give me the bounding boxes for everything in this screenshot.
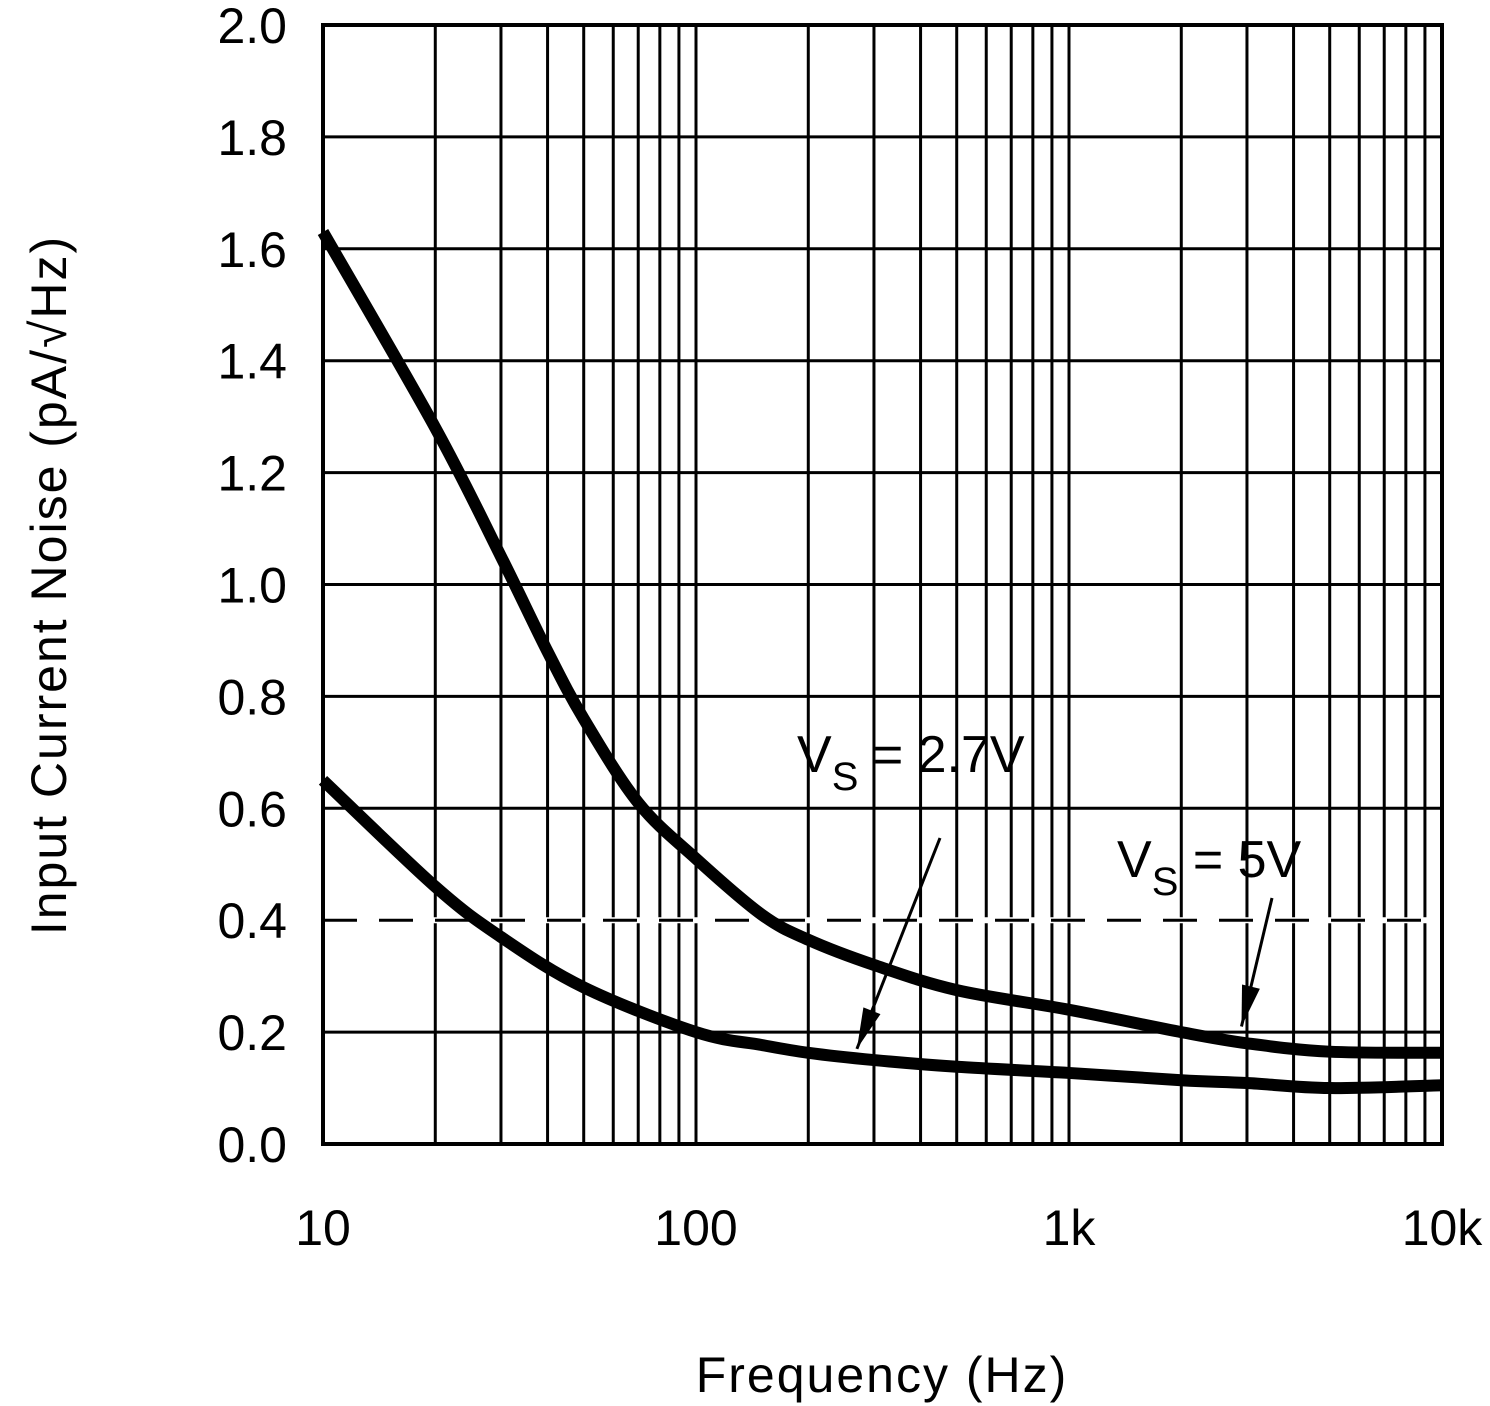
x-tick-label: 1k bbox=[1043, 1200, 1097, 1256]
y-tick-label: 2.0 bbox=[217, 0, 287, 54]
y-tick-label: 0.4 bbox=[217, 893, 287, 949]
annotation-label: VS = 5V bbox=[1117, 831, 1302, 904]
x-tick-label: 100 bbox=[654, 1200, 737, 1256]
y-tick-label: 1.2 bbox=[217, 446, 287, 502]
x-axis-label: Frequency (Hz) bbox=[696, 1347, 1069, 1403]
x-tick-label: 10k bbox=[1402, 1200, 1484, 1256]
y-tick-label: 1.4 bbox=[217, 334, 287, 390]
grid bbox=[321, 23, 1442, 1146]
annotation-label: VS = 2.7V bbox=[797, 726, 1025, 799]
plot-frame bbox=[321, 23, 1444, 1146]
x-tick-labels: 10 100 1k 10k bbox=[295, 1200, 1483, 1256]
series-line-vs-5v bbox=[317, 229, 1443, 1059]
y-axis-label: Input Current Noise (pA/√Hz) bbox=[21, 235, 77, 935]
annotation-arrowhead bbox=[1241, 984, 1260, 1027]
series-line-vs-2-7v bbox=[318, 775, 1443, 1095]
y-tick-labels: 0.0 0.2 0.4 0.6 0.8 1.0 1.2 1.4 1.6 1.8 2.0 bbox=[217, 0, 287, 1173]
plot-border bbox=[321, 23, 1444, 1146]
y-tick-label: 1.0 bbox=[217, 558, 287, 614]
y-tick-label: 0.2 bbox=[217, 1005, 287, 1061]
y-tick-label: 0.6 bbox=[217, 781, 287, 837]
y-tick-label: 0.0 bbox=[217, 1117, 287, 1173]
annotation-arrowhead bbox=[856, 1007, 881, 1049]
series-group bbox=[317, 229, 1443, 1095]
x-tick-label: 10 bbox=[295, 1200, 351, 1256]
annotations: VS = 2.7V VS = 5V bbox=[797, 726, 1302, 1050]
y-tick-label: 0.8 bbox=[217, 669, 287, 725]
y-tick-label: 1.8 bbox=[217, 110, 287, 166]
y-tick-label: 1.6 bbox=[217, 222, 287, 278]
